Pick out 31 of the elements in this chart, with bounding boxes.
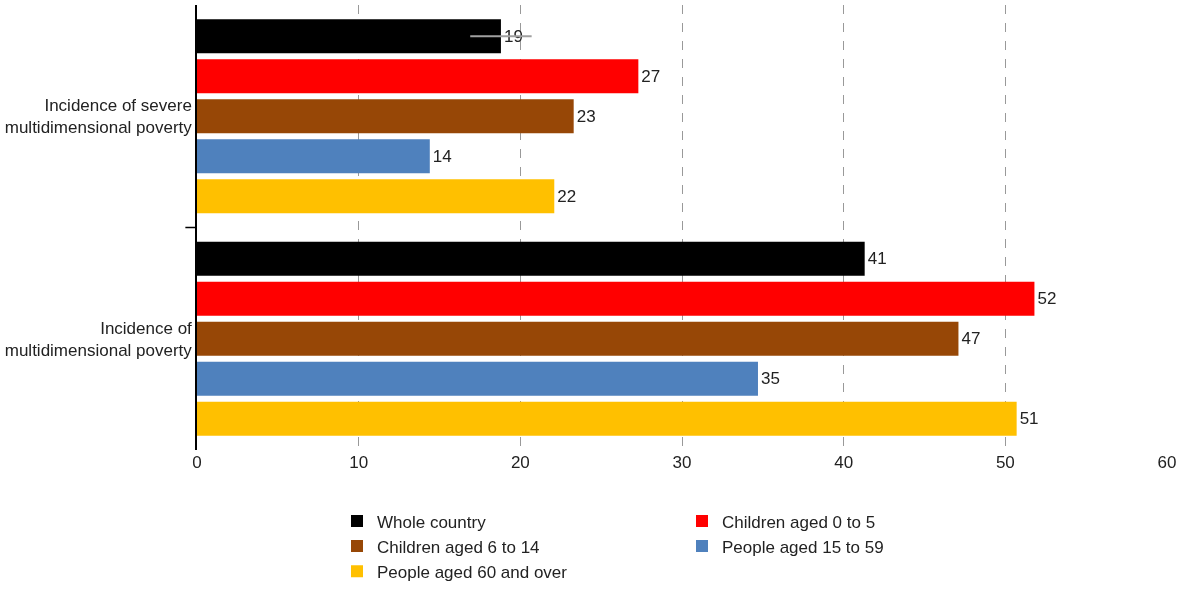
y-tick-label: Incidence of multidimensional poverty [4, 318, 193, 360]
x-tick-label: 50 [995, 453, 1015, 472]
bar [197, 139, 430, 174]
x-tick-label: 10 [349, 453, 369, 472]
bar [197, 179, 555, 214]
legend-label: People aged 60 and over [377, 562, 568, 582]
data-label: 35 [760, 369, 780, 389]
bar [197, 99, 574, 134]
data-label: 14 [432, 146, 452, 166]
data-label: 52 [1037, 289, 1057, 309]
legend-label: Whole country [377, 512, 487, 532]
x-tick-label: 20 [510, 453, 530, 472]
legend-label: Children aged 0 to 5 [722, 512, 876, 532]
bar [197, 59, 639, 94]
x-tick-label: 30 [672, 453, 692, 472]
data-label: 47 [961, 329, 981, 349]
y-tick-label: Incidence of severe multidimensional poverty [4, 96, 193, 138]
data-label: 22 [557, 186, 577, 206]
data-label: 27 [641, 66, 661, 86]
data-label: 23 [576, 106, 596, 126]
legend-label: Children aged 6 to 14 [377, 537, 540, 557]
x-tick-label: 40 [834, 453, 854, 472]
x-tick-label: 60 [1157, 453, 1177, 472]
data-label: 41 [867, 249, 887, 269]
bar [197, 401, 1017, 436]
bar [197, 361, 758, 396]
bar [197, 321, 959, 356]
bar [197, 281, 1035, 316]
data-label: 51 [1019, 409, 1039, 429]
legend-label: People aged 15 to 59 [722, 537, 884, 557]
x-tick-label: 0 [192, 453, 202, 472]
